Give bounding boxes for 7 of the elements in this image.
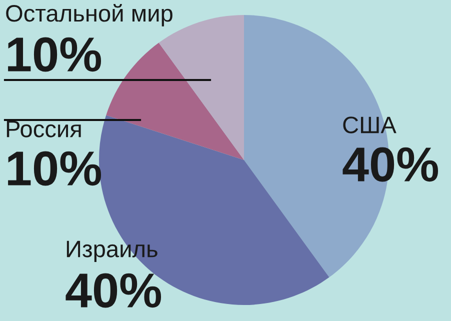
slice-label: Остальной мир [6,4,172,26]
pie-slice [106,42,244,160]
data-label: 40% [342,147,438,182]
slice-label: США [343,116,396,134]
slice-label: Россия [6,120,81,138]
data-label: 10% [8,37,102,72]
data-label: 40% [66,273,162,308]
